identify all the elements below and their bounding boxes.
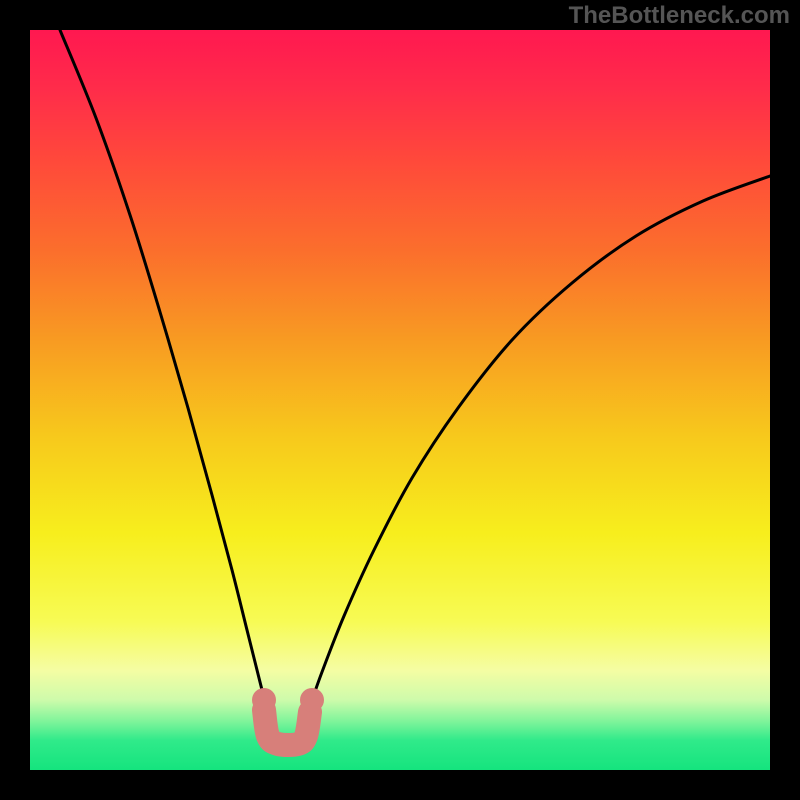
- chart-root: TheBottleneck.com: [0, 0, 800, 800]
- plot-background: [30, 30, 770, 770]
- attribution-text: TheBottleneck.com: [569, 2, 790, 30]
- chart-svg: [0, 0, 800, 800]
- optimal-zone-endpoint-right: [300, 688, 324, 712]
- optimal-zone-endpoint-left: [252, 688, 276, 712]
